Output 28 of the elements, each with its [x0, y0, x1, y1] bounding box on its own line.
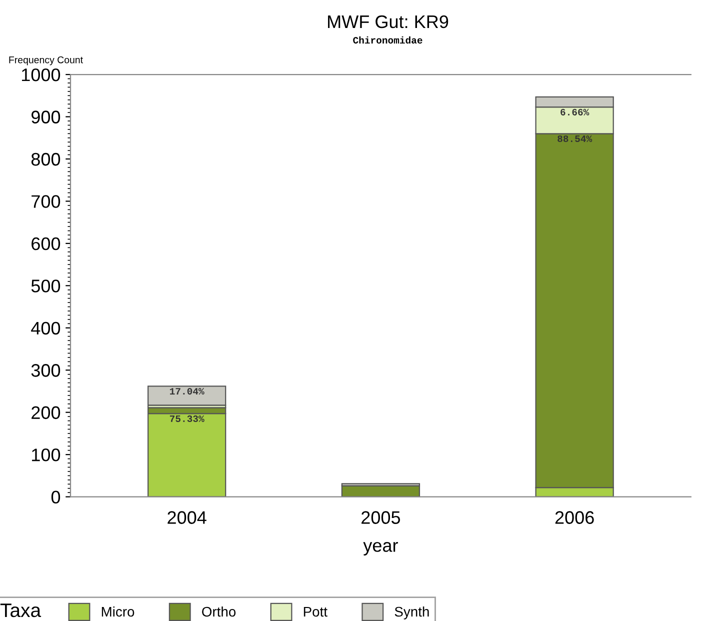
- y-tick-label: 300: [31, 364, 60, 377]
- y-tick-label: 0: [51, 490, 60, 504]
- legend-title: Taxa: [0, 604, 42, 618]
- y-axis-title: Frequency Count: [9, 56, 83, 66]
- annotation: 17.04%: [170, 388, 204, 395]
- y-tick-label: 600: [32, 237, 60, 250]
- y-tick-label: 100: [32, 448, 60, 462]
- chart-subtitle: Chironomidae: [353, 36, 422, 44]
- y-tick-label: 500: [31, 280, 60, 292]
- legend-label: Synth: [394, 606, 429, 620]
- legend-label: Ortho: [202, 606, 236, 617]
- x-axis-title: year: [363, 542, 398, 556]
- annotation: 6.66%: [560, 108, 590, 116]
- annotation: 75.33%: [170, 415, 204, 422]
- bar: [147, 386, 226, 406]
- y-tick-label: 700: [32, 195, 60, 208]
- x-tick-label: 2006: [555, 511, 594, 524]
- x-tick-label: 2005: [362, 511, 400, 524]
- x-tick-label: 2004: [168, 511, 206, 524]
- y-tick-label: 400: [31, 322, 60, 335]
- legend-label: Micro: [102, 606, 134, 617]
- legend-label: Pott: [304, 606, 328, 617]
- y-tick-label: 800: [31, 152, 60, 166]
- annotation: 88.54%: [558, 135, 592, 142]
- y-tick-label: 900: [32, 110, 60, 124]
- y-tick-label: 200: [32, 406, 60, 420]
- chart-title: MWF Gut: KR9: [328, 15, 448, 28]
- y-tick-label: 1000: [22, 68, 60, 82]
